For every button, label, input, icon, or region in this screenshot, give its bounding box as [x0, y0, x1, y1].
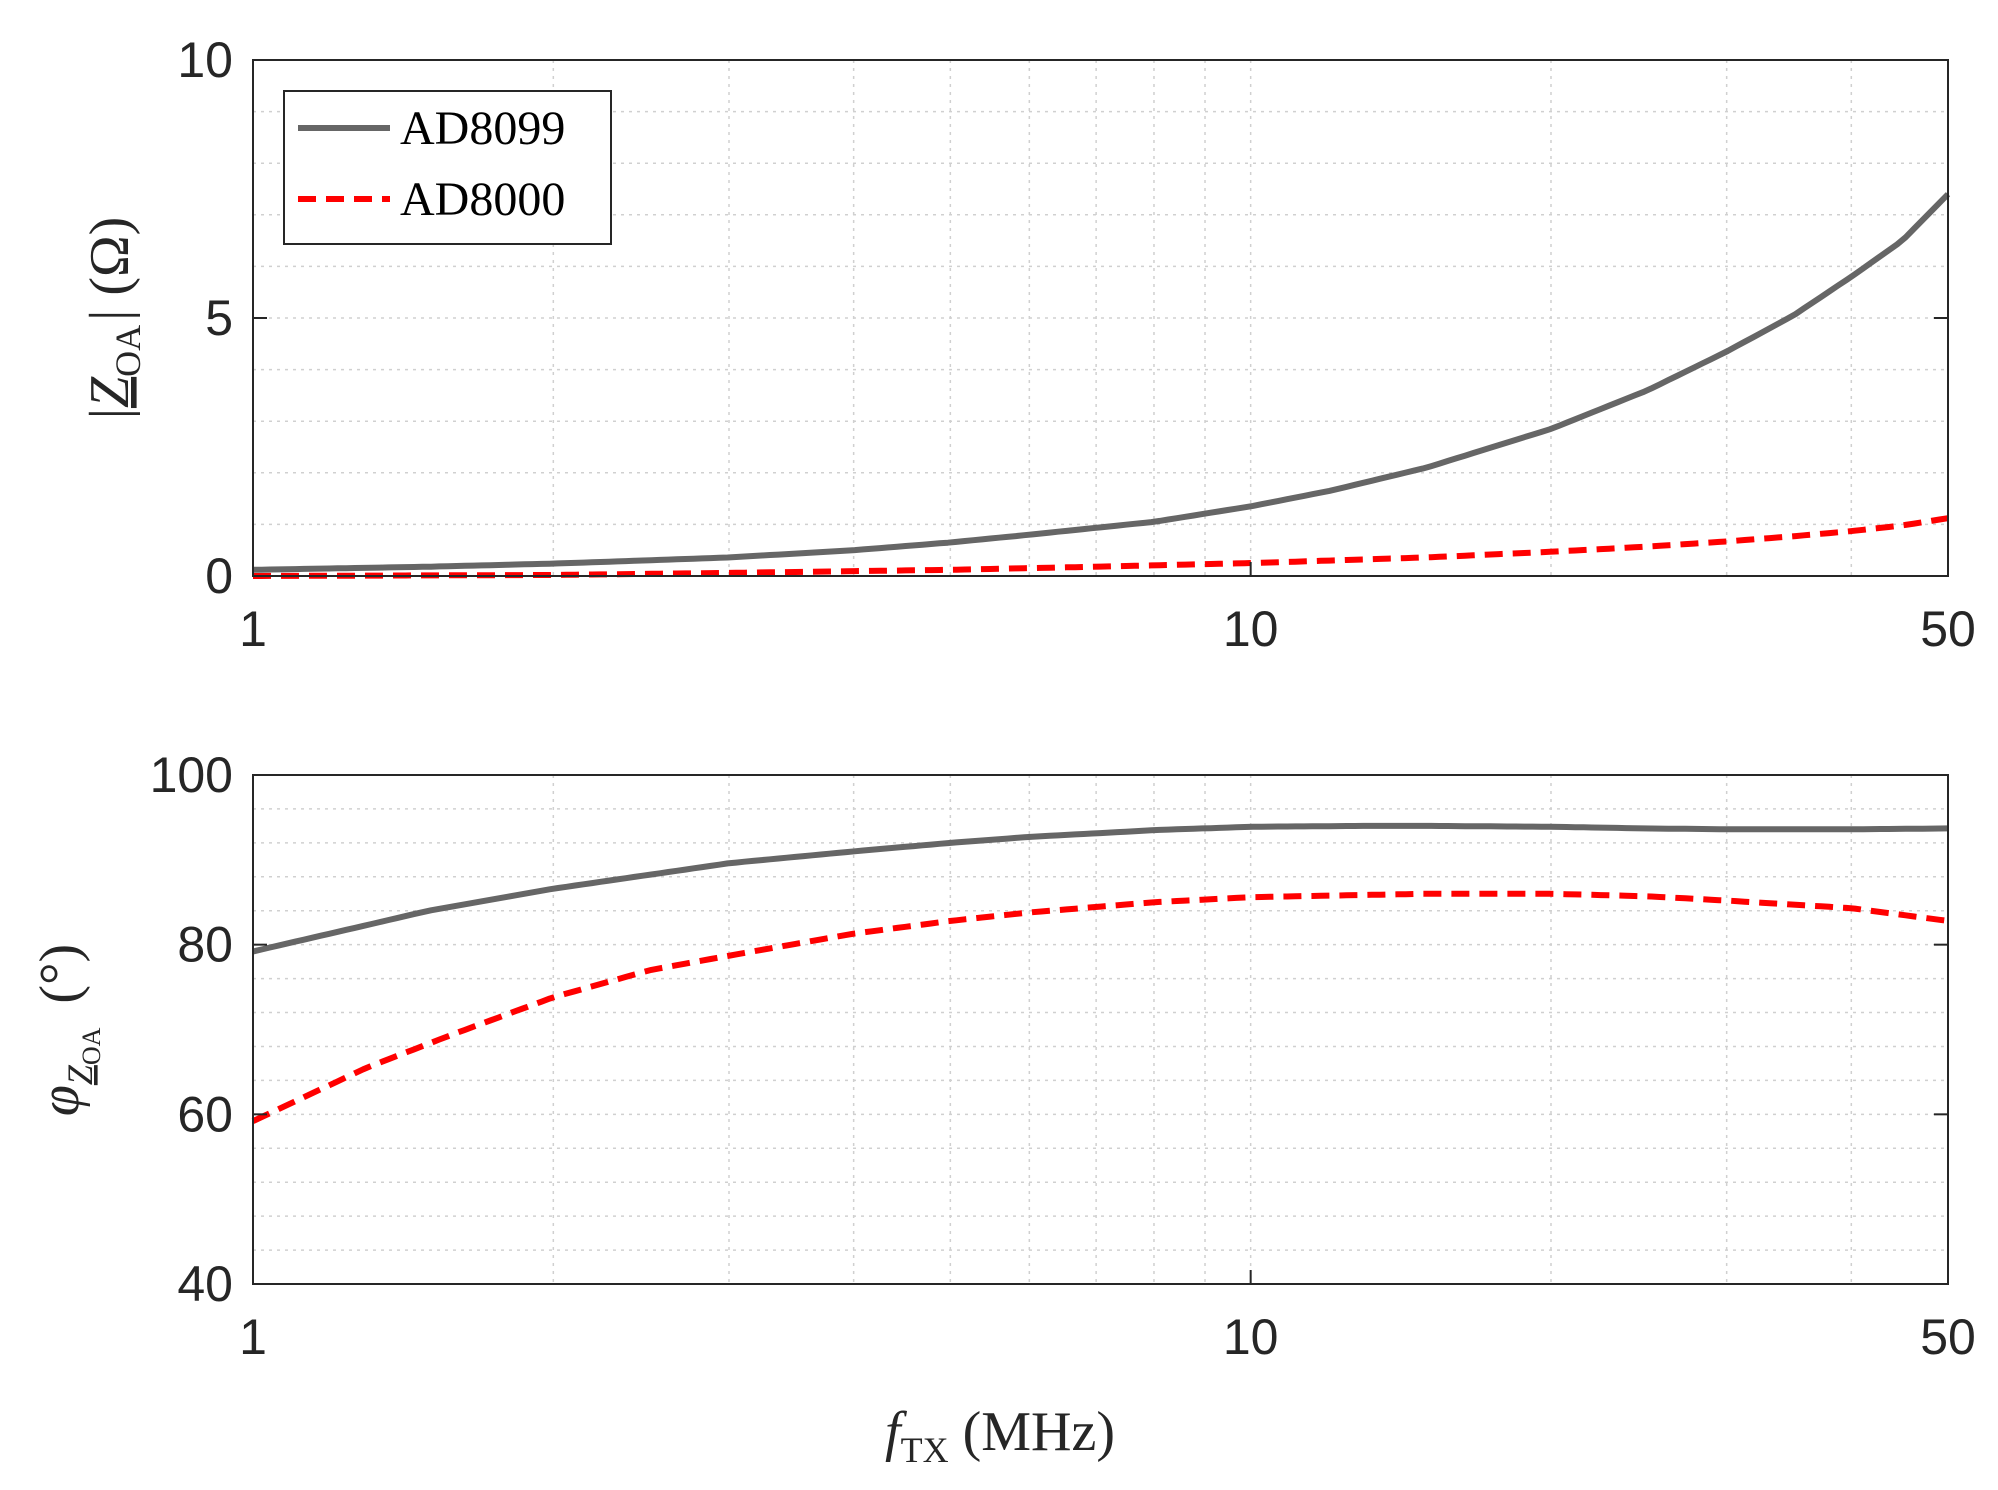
bottom-xtick-label: 10 — [1223, 1309, 1279, 1365]
top-series-ad8099 — [252, 192, 1951, 573]
bottom-ylabel-oa: OA — [77, 1027, 106, 1065]
bottom-ylabel: φZOA (°) — [29, 944, 106, 1116]
legend-box — [283, 90, 612, 245]
legend: AD8099 AD8000 — [283, 90, 612, 245]
bottom-ytick-label: 100 — [150, 747, 233, 803]
bottom-ticks: 1 10 50 40 60 80 100 — [150, 747, 1976, 1365]
bottom-xlabel-unit: (MHz) — [963, 1401, 1115, 1463]
bottom-xtick-label: 1 — [239, 1309, 267, 1365]
top-xtick-label: 10 — [1223, 601, 1279, 657]
bottom-axes-box — [252, 774, 1949, 1285]
top-ylabel-right: | (Ω) — [79, 217, 141, 321]
bottom-ytick-label: 60 — [177, 1086, 233, 1142]
top-xtick-label: 1 — [239, 601, 267, 657]
top-ticks: 1 10 50 0 5 10 — [177, 32, 1975, 657]
top-ytick-label: 5 — [205, 290, 233, 346]
top-xtick-label: 50 — [1920, 601, 1976, 657]
top-ylabel-bar-left: | — [79, 408, 141, 419]
bottom-ylabel-phi: φ — [29, 1085, 91, 1116]
bottom-ylabel-z: Z — [60, 1064, 100, 1085]
legend-label-ad8099: AD8099 — [400, 102, 565, 155]
bottom-series — [251, 822, 1949, 1124]
bottom-series-ad8000 — [251, 890, 1949, 1124]
bottom-ylabel-unit: (°) — [29, 944, 91, 1004]
top-ylabel-sub: OA — [108, 325, 148, 377]
bottom-xtick-label: 50 — [1920, 1309, 1976, 1365]
bottom-xlabel: fTX (MHz) — [885, 1401, 1115, 1470]
top-ylabel-z: Z — [79, 376, 141, 408]
top-ylabel: |ZOA| (Ω) — [79, 217, 148, 420]
magnitude-subplot: 1 10 50 0 5 10 |ZOA| (Ω) AD8099 AD8000 — [79, 32, 1976, 657]
bottom-series-ad8099 — [252, 822, 1949, 955]
top-ytick-label: 10 — [177, 32, 233, 88]
bottom-ytick-label: 80 — [177, 917, 233, 973]
bottom-ytick-label: 40 — [177, 1256, 233, 1312]
bottom-axes-background — [253, 775, 1948, 1284]
legend-label-ad8000: AD8000 — [400, 173, 565, 226]
bottom-xlabel-sub: TX — [901, 1430, 949, 1470]
top-ytick-label: 0 — [205, 548, 233, 604]
